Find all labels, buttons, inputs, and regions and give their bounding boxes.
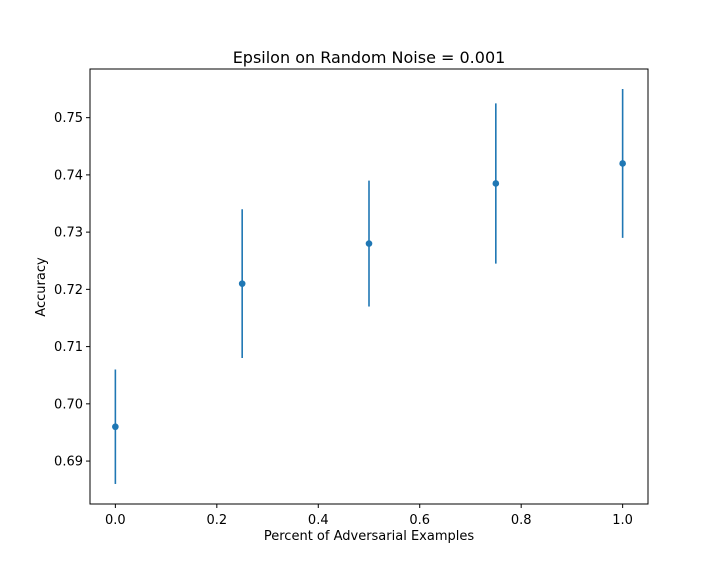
x-tick-label: 0.0 xyxy=(105,513,126,528)
plot-area xyxy=(112,89,626,484)
x-tick-label: 0.2 xyxy=(206,513,227,528)
x-tick-label: 0.4 xyxy=(308,513,329,528)
plot-frame xyxy=(89,68,649,505)
y-tick-label: 0.74 xyxy=(54,168,83,183)
y-axis-label: Accuracy xyxy=(34,257,49,317)
data-point xyxy=(619,160,626,167)
y-tick-label: 0.73 xyxy=(54,226,83,241)
data-point xyxy=(365,240,373,247)
data-point xyxy=(112,423,119,431)
y-tick-label: 0.69 xyxy=(54,455,83,470)
x-axis-label: Percent of Adversarial Examples xyxy=(264,529,474,544)
x-tick-label: 0.8 xyxy=(511,513,532,528)
x-tick-label: 1.0 xyxy=(612,513,633,528)
y-tick-label: 0.72 xyxy=(54,283,83,298)
x-tick-label: 0.6 xyxy=(409,513,430,528)
y-tick-label: 0.70 xyxy=(54,397,83,412)
data-point xyxy=(492,180,500,187)
y-tick-label: 0.75 xyxy=(54,111,83,126)
y-axis: 0.69 0.70 0.71 0.72 0.73 0.74 0.75 xyxy=(54,111,90,470)
chart-title: Epsilon on Random Noise = 0.001 xyxy=(233,48,506,67)
y-tick-label: 0.71 xyxy=(54,340,83,355)
data-point xyxy=(238,280,246,287)
x-axis: 0.0 0.2 0.4 0.6 0.8 1.0 xyxy=(105,504,633,528)
